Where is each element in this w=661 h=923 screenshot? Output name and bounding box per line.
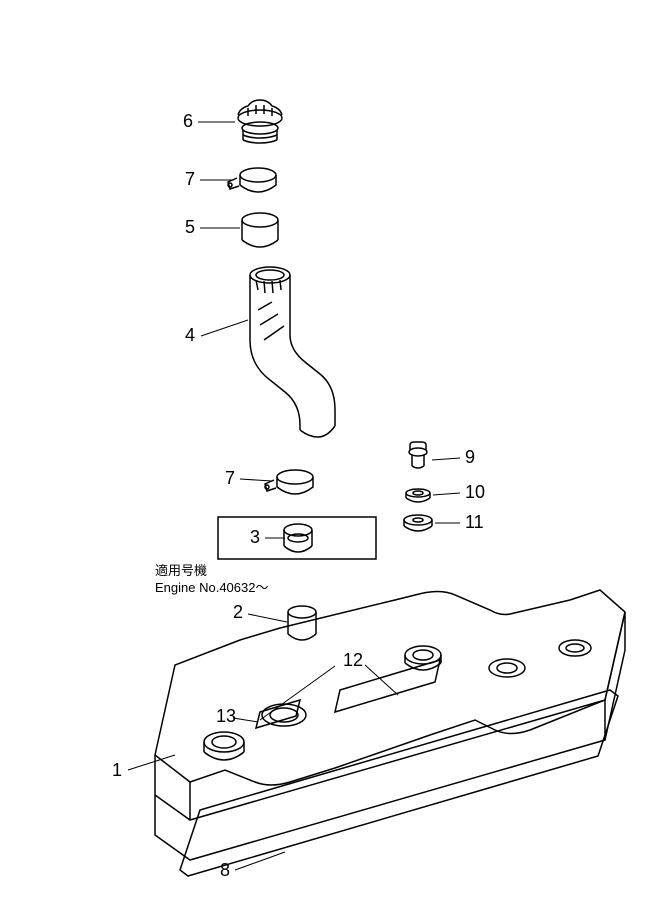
callout-7a: 7 xyxy=(185,169,195,190)
callout-1: 1 xyxy=(112,760,122,781)
part-clamp-top xyxy=(228,168,276,192)
annotation-jp: 適用号機 Engine No.40632～ xyxy=(155,563,268,597)
callout-3: 3 xyxy=(250,527,260,548)
part-hose xyxy=(250,267,335,437)
callout-7b: 7 xyxy=(225,468,235,489)
callout-6: 6 xyxy=(183,111,193,132)
callout-5: 5 xyxy=(185,217,195,238)
part-gasket xyxy=(180,690,618,876)
part-washer-1 xyxy=(406,489,430,502)
callout-4: 4 xyxy=(185,325,195,346)
callout-2: 2 xyxy=(233,602,243,623)
part-bolt xyxy=(409,442,427,468)
part-seal xyxy=(218,517,376,559)
parts-drawing xyxy=(0,0,661,923)
callout-8: 8 xyxy=(220,860,230,881)
callout-13: 13 xyxy=(216,706,236,727)
annotation-line1: 適用号機 xyxy=(155,563,268,580)
exploded-diagram: 1 2 3 4 5 6 7 7 8 9 10 11 12 13 適用号機 Eng… xyxy=(0,0,661,923)
part-washer-2 xyxy=(404,515,432,531)
part-clamp-bottom xyxy=(265,470,313,494)
callout-12: 12 xyxy=(343,650,363,671)
part-cap xyxy=(238,100,282,143)
annotation-line2: Engine No.40632～ xyxy=(155,580,268,597)
callout-10: 10 xyxy=(465,482,485,503)
callout-11: 11 xyxy=(465,512,484,533)
callout-9: 9 xyxy=(465,447,475,468)
part-sleeve xyxy=(242,213,278,247)
